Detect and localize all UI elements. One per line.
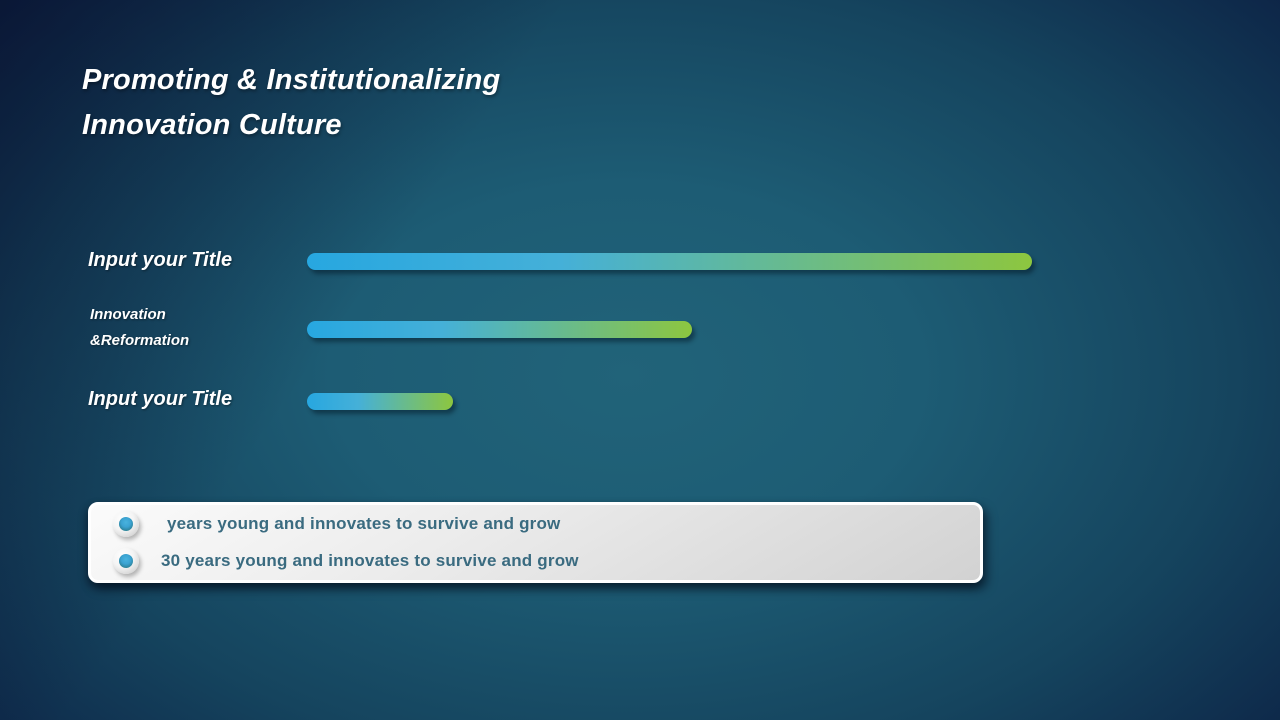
slide-title: Promoting & Institutionalizing Innovatio… [82, 64, 501, 141]
bar-track-1 [307, 253, 1032, 270]
footer-item: 30 years young and innovates to survive … [91, 542, 980, 579]
bar-track-3 [307, 393, 1032, 410]
sphere-bullet-icon [113, 547, 139, 574]
sphere-bullet-icon [113, 510, 139, 537]
bar-track-2 [307, 321, 1032, 338]
bar-1 [307, 253, 1032, 270]
bar-2 [307, 321, 692, 338]
bar-label-3: Input your Title [88, 388, 233, 410]
bar-label-1: Input your Title [88, 249, 233, 271]
footer-item-text: 30 years young and innovates to survive … [161, 550, 579, 570]
footer-item: years young and innovates to survive and… [91, 505, 980, 542]
bar-3 [307, 393, 453, 410]
bar-label-2: Innovation &Reformation [90, 306, 190, 349]
footer-item-text: years young and innovates to survive and… [167, 513, 561, 533]
footer-callout-box: years young and innovates to survive and… [88, 502, 983, 583]
